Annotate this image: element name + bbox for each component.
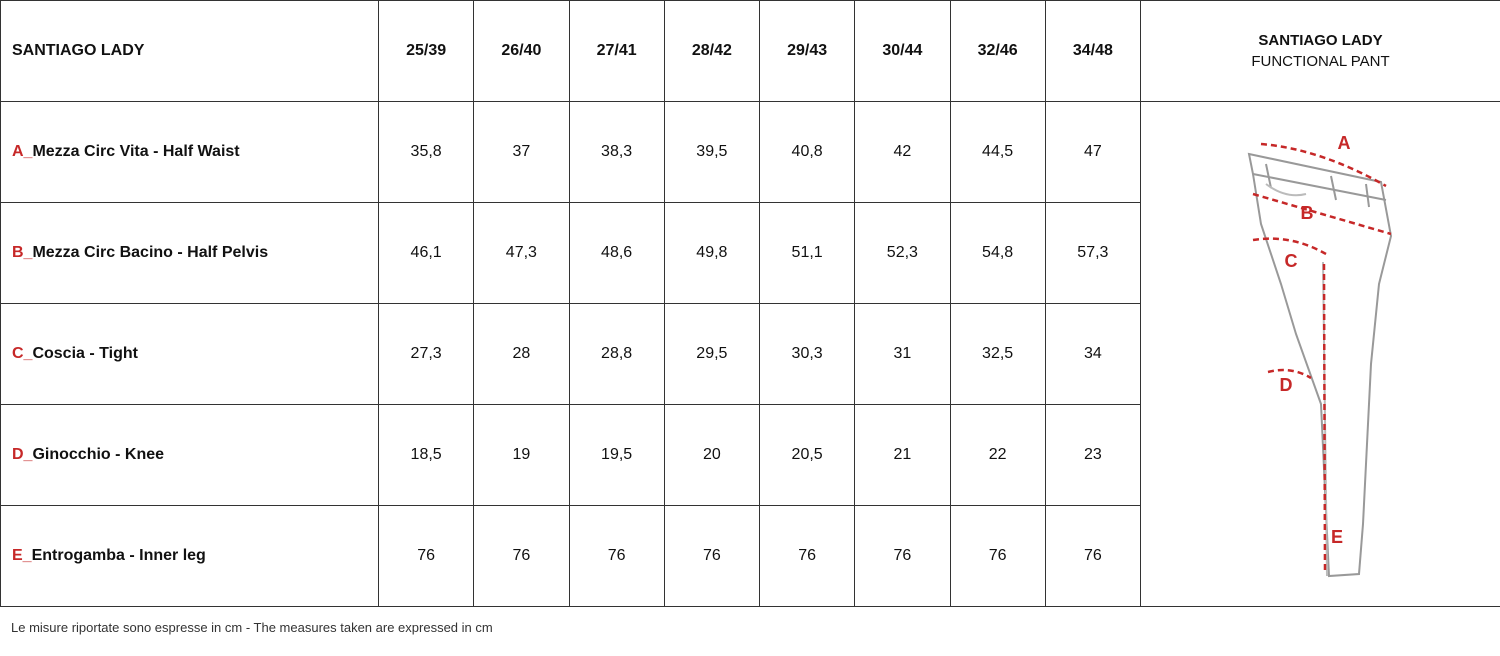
table-row: C_Coscia - Tight 27,3 28 28,8 29,5 30,3 31 32,5… <box>0 303 1500 405</box>
cell-value: 76 <box>949 505 1046 607</box>
table-row: B_Mezza Circ Bacino - Half Pelvis 46,1 47,… <box>0 202 1500 304</box>
row-letter: D_ <box>12 446 33 463</box>
cell-value: 76 <box>663 505 761 607</box>
size-header: 30/44 <box>854 0 951 102</box>
cell-value: 46,1 <box>377 202 475 304</box>
cell-value: 47 <box>1044 101 1142 203</box>
row-name: Coscia - Tight <box>32 345 138 362</box>
cell-value: 19 <box>473 404 570 506</box>
size-header: 26/40 <box>473 0 570 102</box>
diagram-label: D <box>1280 375 1293 395</box>
footer-note: Le misure riportate sono espresse in cm … <box>11 620 493 635</box>
cell-value: 37 <box>473 101 570 203</box>
cell-value: 22 <box>949 404 1046 506</box>
row-letter: B_ <box>12 244 33 261</box>
cell-value: 28,8 <box>568 303 665 405</box>
size-header: 29/43 <box>758 0 856 102</box>
diagram-cell: A B C D E <box>1140 101 1500 607</box>
row-label: C_Coscia - Tight <box>0 303 379 405</box>
size-header: 34/48 <box>1044 0 1142 102</box>
cell-value: 29,5 <box>663 303 761 405</box>
cell-value: 57,3 <box>1044 202 1142 304</box>
cell-value: 35,8 <box>377 101 475 203</box>
cell-value: 23 <box>1044 404 1142 506</box>
cell-value: 51,1 <box>758 202 856 304</box>
cell-value: 32,5 <box>949 303 1046 405</box>
row-letter: A_ <box>12 143 33 160</box>
cell-value: 34 <box>1044 303 1142 405</box>
cell-value: 76 <box>758 505 856 607</box>
cell-value: 76 <box>568 505 665 607</box>
size-header: 25/39 <box>377 0 475 102</box>
cell-value: 30,3 <box>758 303 856 405</box>
header-row: SANTIAGO LADY 25/39 26/40 27/41 28/42 29/43 3… <box>0 0 1500 102</box>
diagram-label: C <box>1285 251 1298 271</box>
product-line: SANTIAGO LADY <box>1258 32 1383 49</box>
size-header: 32/46 <box>949 0 1046 102</box>
cell-value: 76 <box>473 505 570 607</box>
row-name: Mezza Circ Bacino - Half Pelvis <box>32 244 269 261</box>
product-line: FUNCTIONAL PANT <box>1251 53 1390 70</box>
cell-value: 20,5 <box>758 404 856 506</box>
cell-value: 76 <box>1044 505 1142 607</box>
row-name: Mezza Circ Vita - Half Waist <box>32 143 240 160</box>
cell-value: 20 <box>663 404 761 506</box>
row-name: Ginocchio - Knee <box>32 446 165 463</box>
row-name: Entrogamba - Inner leg <box>31 547 206 564</box>
cell-value: 44,5 <box>949 101 1046 203</box>
size-table: SANTIAGO LADY 25/39 26/40 27/41 28/42 29/43 3… <box>0 0 1500 607</box>
cell-value: 19,5 <box>568 404 665 506</box>
cell-value: 27,3 <box>377 303 475 405</box>
cell-value: 54,8 <box>949 202 1046 304</box>
product-name: SANTIAGO LADY FUNCTIONAL PANT <box>1141 30 1500 72</box>
row-letter: E_ <box>12 547 32 564</box>
row-label: B_Mezza Circ Bacino - Half Pelvis <box>0 202 379 304</box>
diagram-label: A <box>1338 133 1351 153</box>
cell-value: 76 <box>854 505 951 607</box>
cell-value: 52,3 <box>854 202 951 304</box>
table-row: E_Entrogamba - Inner leg 76 76 76 76 76 76 76 76 <box>0 505 1500 607</box>
cell-value: 38,3 <box>568 101 665 203</box>
product-cell: SANTIAGO LADY FUNCTIONAL PANT <box>1140 0 1500 102</box>
cell-value: 21 <box>854 404 951 506</box>
diagram-label: B <box>1301 203 1314 223</box>
cell-value: 39,5 <box>663 101 761 203</box>
cell-value: 28 <box>473 303 570 405</box>
cell-value: 18,5 <box>377 404 475 506</box>
size-header: 28/42 <box>663 0 761 102</box>
size-header: 27/41 <box>568 0 665 102</box>
cell-value: 42 <box>854 101 951 203</box>
pant-diagram: A B C D E <box>1247 133 1393 578</box>
table-row: A_Mezza Circ Vita - Half Waist 35,8 37 38,3… <box>0 101 1500 607</box>
cell-value: 48,6 <box>568 202 665 304</box>
row-label: A_Mezza Circ Vita - Half Waist <box>0 101 379 203</box>
row-label: E_Entrogamba - Inner leg <box>0 505 379 607</box>
cell-value: 76 <box>377 505 475 607</box>
row-letter: C_ <box>12 345 33 362</box>
table-title: SANTIAGO LADY <box>0 0 379 102</box>
cell-value: 31 <box>854 303 951 405</box>
cell-value: 49,8 <box>663 202 761 304</box>
diagram-label: E <box>1331 527 1343 547</box>
row-label: D_Ginocchio - Knee <box>0 404 379 506</box>
cell-value: 47,3 <box>473 202 570 304</box>
cell-value: 40,8 <box>758 101 856 203</box>
